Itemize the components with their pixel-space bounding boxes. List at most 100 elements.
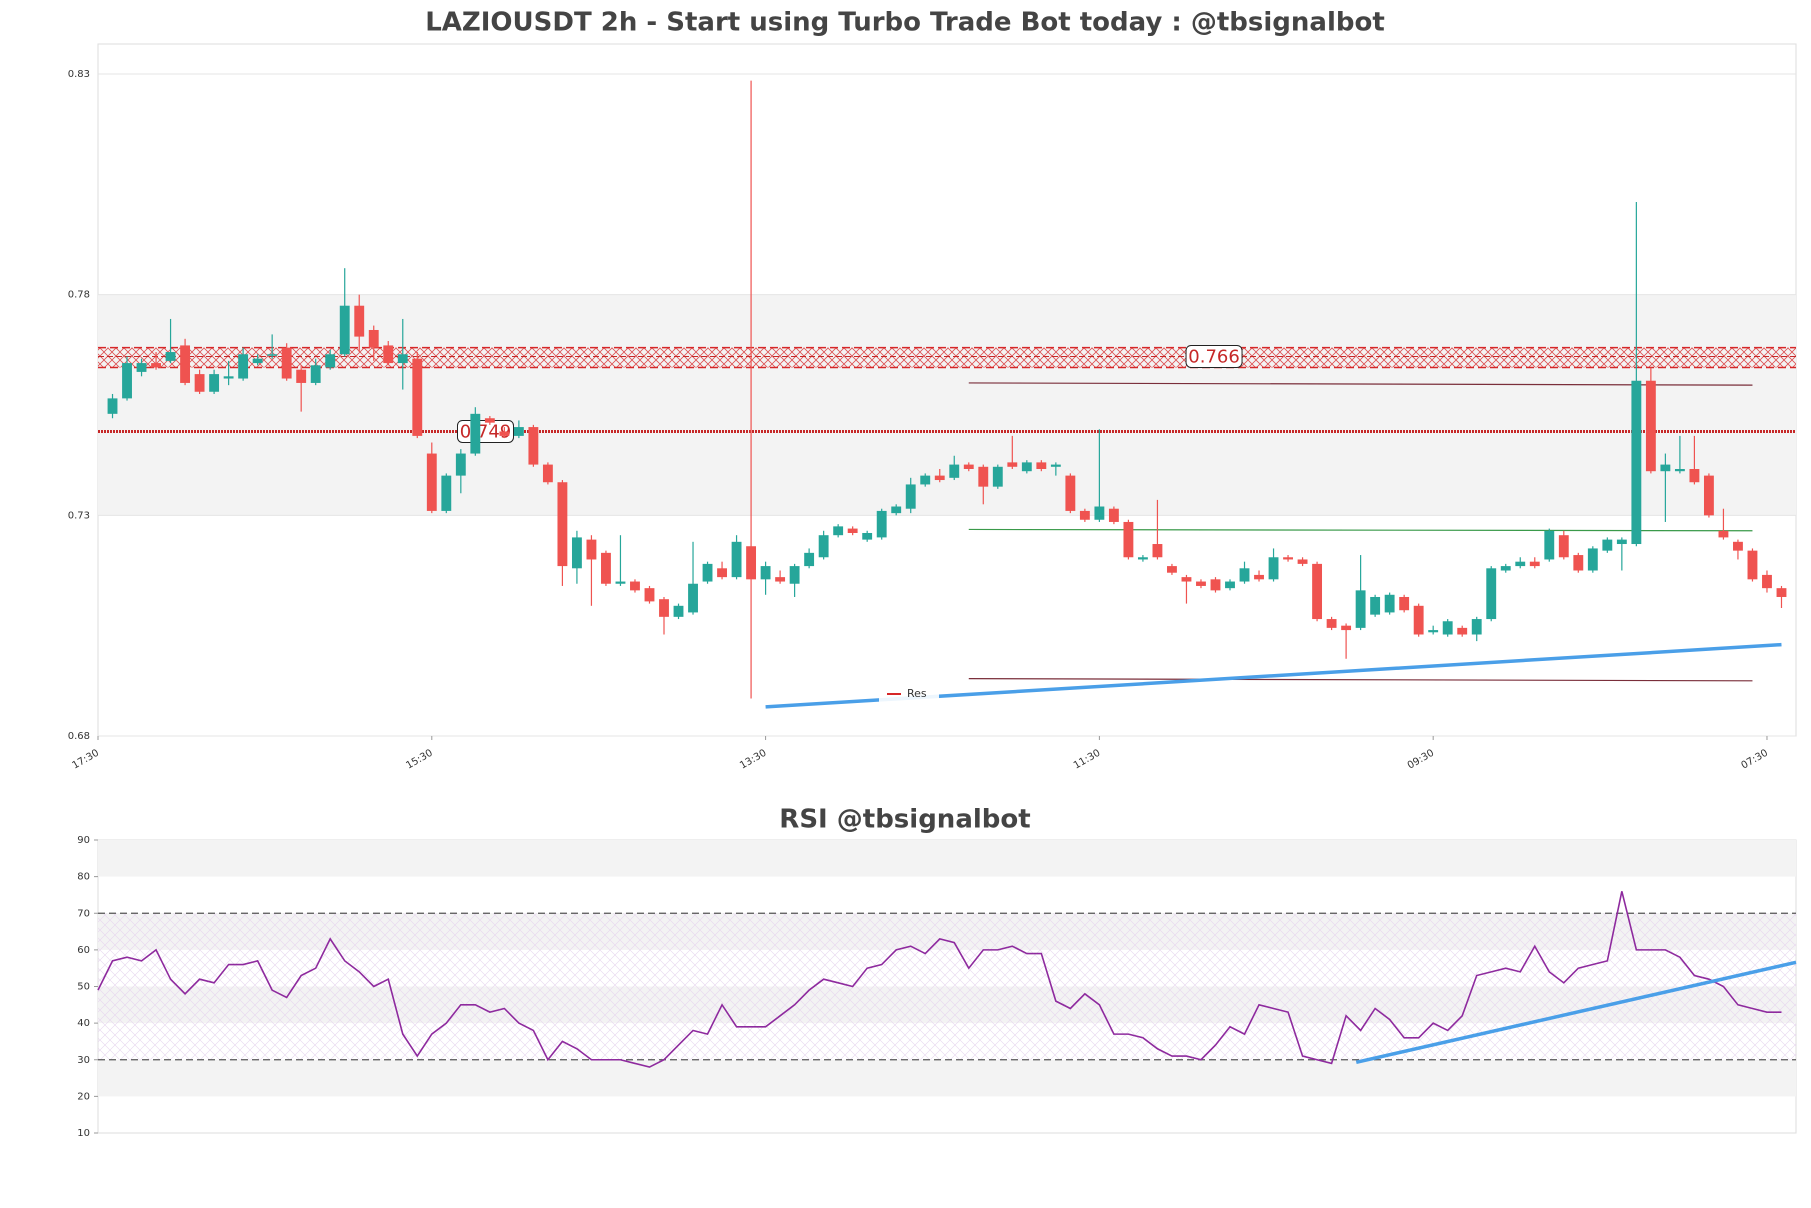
candle-body xyxy=(122,363,132,399)
candle-body xyxy=(1413,605,1424,635)
level-label: 0.766 xyxy=(1188,346,1240,367)
candle-body xyxy=(891,506,902,514)
x-tick-label: 09:30 xyxy=(1406,748,1436,772)
candle-body xyxy=(180,345,191,383)
candle-body xyxy=(1036,462,1047,469)
candle-body xyxy=(1355,590,1366,628)
candle-body xyxy=(1558,535,1569,558)
candle-body xyxy=(1660,464,1671,472)
candle-body xyxy=(368,329,379,348)
candle-body xyxy=(1515,561,1526,567)
rsi-title: RSI @tbsignalbot xyxy=(779,805,1030,835)
candle-body xyxy=(949,464,960,478)
candle-body xyxy=(1225,581,1235,589)
candle-body xyxy=(1544,530,1555,560)
candle-body xyxy=(876,510,887,538)
y-tick-label: 0.83 xyxy=(68,69,90,80)
candle-body xyxy=(1602,539,1613,551)
candle-body xyxy=(1428,630,1439,633)
y-tick-label: 90 xyxy=(77,835,90,846)
candle-body xyxy=(470,413,481,454)
candle-body xyxy=(339,305,350,355)
candle-body xyxy=(513,427,524,436)
candle-body xyxy=(992,466,1003,487)
shaded-band xyxy=(98,1059,1796,1097)
candle-body xyxy=(426,453,437,511)
candle-body xyxy=(1341,625,1352,631)
y-tick-label: 40 xyxy=(77,1018,90,1029)
y-tick-label: 0.68 xyxy=(68,731,90,742)
candle-body xyxy=(1587,548,1598,571)
y-tick-label: 30 xyxy=(77,1055,90,1066)
candle-body xyxy=(1050,464,1061,467)
candle-body xyxy=(1762,574,1772,589)
candle-body xyxy=(1471,619,1482,635)
candle-body xyxy=(252,358,263,364)
candle-body xyxy=(281,347,292,379)
candle-body xyxy=(1254,574,1264,580)
candle-body xyxy=(542,464,553,483)
candle-body xyxy=(1326,619,1337,628)
candle-body xyxy=(1733,541,1743,551)
candle-body xyxy=(688,583,698,613)
candle-body xyxy=(1152,544,1163,558)
candle-body xyxy=(296,369,307,383)
candle-body xyxy=(1529,561,1540,567)
candle-body xyxy=(601,552,611,584)
hatch-band xyxy=(98,913,1796,1060)
candle-body xyxy=(1457,627,1468,635)
candle-body xyxy=(441,475,452,511)
zone xyxy=(98,347,1796,368)
candle-body xyxy=(1167,566,1177,573)
candle-body xyxy=(818,535,829,558)
candle-body xyxy=(717,568,727,578)
candle-body xyxy=(165,352,176,361)
candle-body xyxy=(804,552,815,567)
candle-body xyxy=(644,588,655,602)
trend-line xyxy=(968,678,1753,682)
candle-body xyxy=(847,528,858,533)
candle-body xyxy=(1573,555,1584,571)
candle-body xyxy=(978,466,989,487)
x-tick-label: 17:30 xyxy=(71,748,101,772)
candle-body xyxy=(1718,530,1729,538)
y-tick-label: 10 xyxy=(77,1128,90,1139)
candle-body xyxy=(1123,521,1134,558)
candle-body xyxy=(586,539,597,560)
candle-body xyxy=(1486,568,1497,620)
x-tick-label: 15:30 xyxy=(404,748,434,772)
rsi-trend xyxy=(1355,960,1797,1065)
candle-body xyxy=(136,363,147,372)
candle-body xyxy=(151,363,161,368)
y-tick-label: 0.78 xyxy=(68,290,90,301)
candle-body xyxy=(1094,506,1105,520)
candle-body xyxy=(1689,468,1700,483)
candle-body xyxy=(934,475,945,481)
shaded-band xyxy=(98,294,1796,516)
trend-line xyxy=(968,528,1753,532)
candle-body xyxy=(1645,380,1656,472)
candle-body xyxy=(1021,462,1032,472)
legend-box xyxy=(879,684,939,704)
candle-body xyxy=(557,482,568,567)
candle-body xyxy=(731,541,742,578)
candle-body xyxy=(1776,588,1787,597)
candle-body xyxy=(1007,462,1018,467)
legend-label: Res xyxy=(907,687,927,700)
x-tick-label: 11:30 xyxy=(1072,748,1102,772)
y-tick-label: 20 xyxy=(77,1091,90,1102)
candle-body xyxy=(223,376,234,379)
candle-body xyxy=(702,563,713,582)
candle-body xyxy=(659,599,669,617)
candle-body xyxy=(1442,621,1453,635)
candle-body xyxy=(1631,380,1642,545)
candle-body xyxy=(1674,468,1685,472)
y-tick-label: 80 xyxy=(77,872,90,883)
candle-body xyxy=(1500,566,1511,571)
candle-body xyxy=(673,605,684,617)
candle-body xyxy=(1065,475,1076,511)
y-tick-label: 60 xyxy=(77,945,90,956)
candle-body xyxy=(1137,557,1148,560)
candle-body xyxy=(209,374,220,392)
shaded-band xyxy=(98,840,1796,877)
